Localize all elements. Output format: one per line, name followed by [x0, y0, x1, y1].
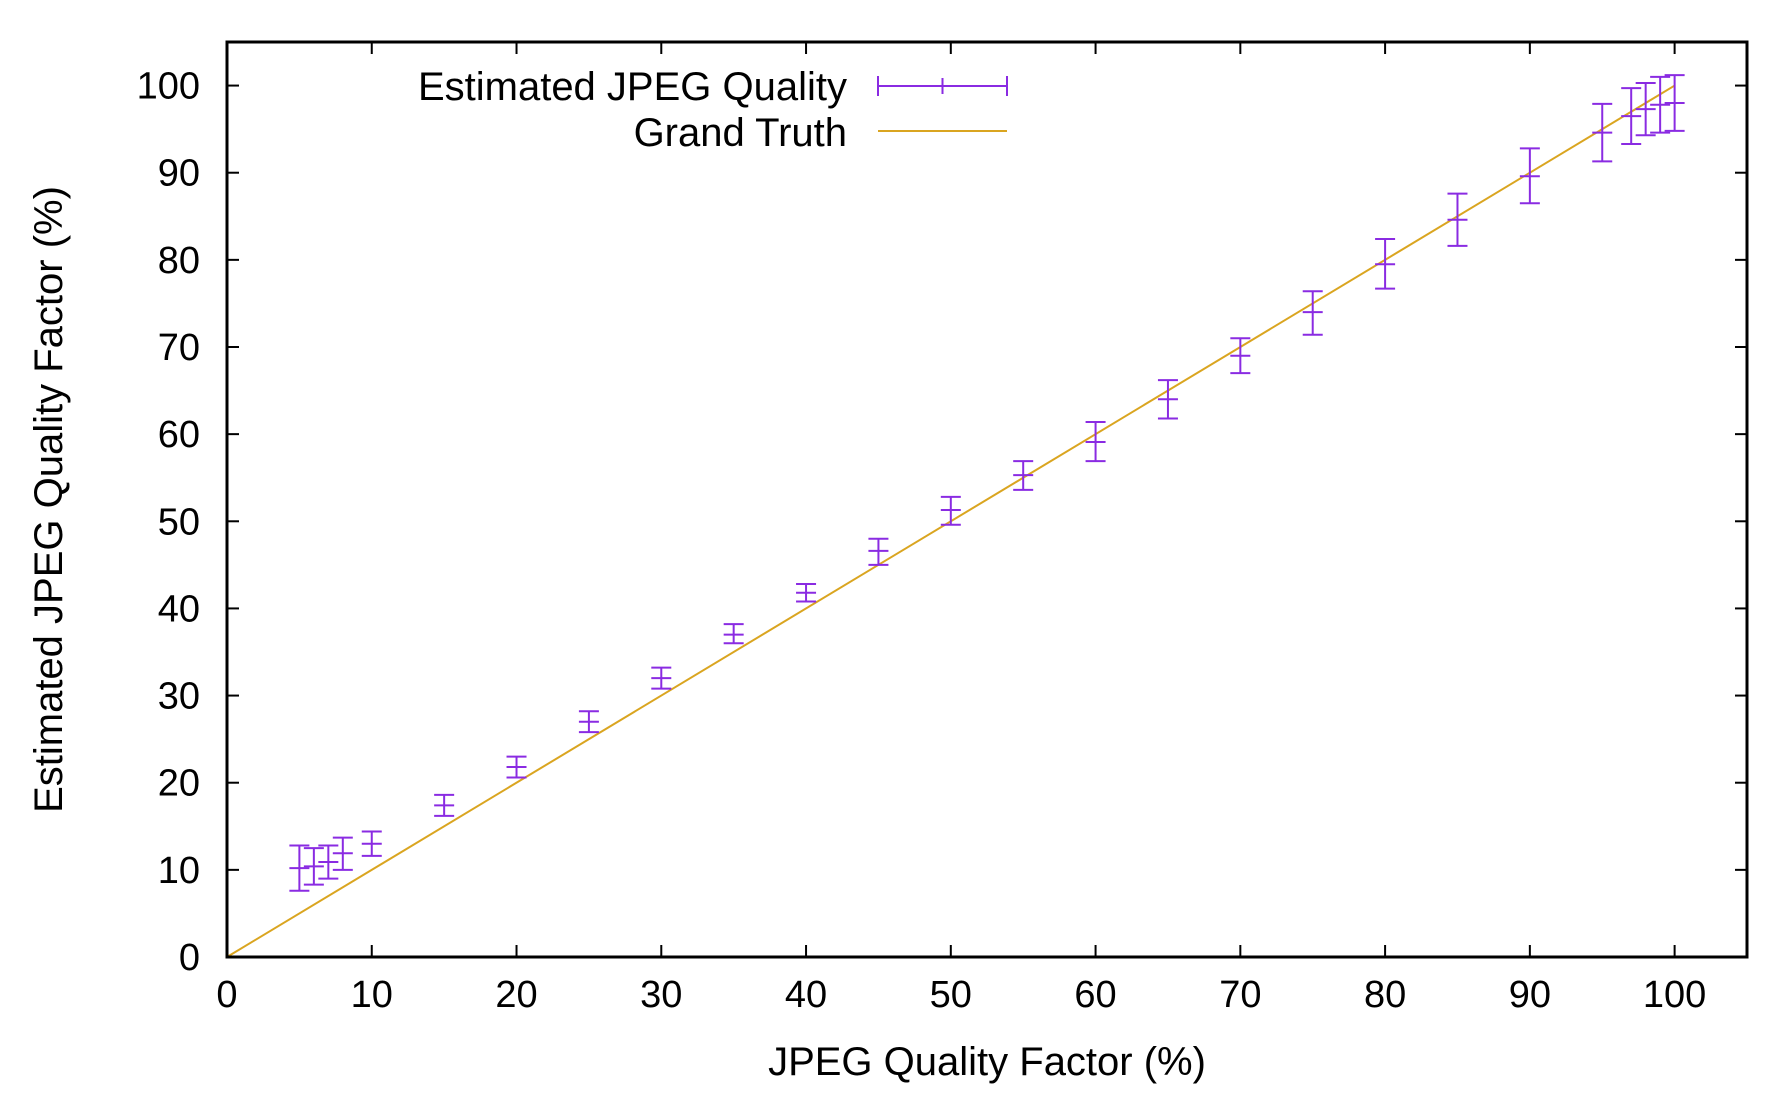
- error-bar-point: [289, 844, 310, 892]
- error-bar-point: [1621, 87, 1642, 145]
- y-tick-label: 10: [158, 850, 200, 892]
- error-bar-point: [1157, 379, 1178, 420]
- y-tick-label: 0: [179, 937, 200, 979]
- y-tick-label: 50: [158, 501, 200, 543]
- error-bar-point: [723, 623, 744, 645]
- x-tick-label: 30: [640, 974, 682, 1016]
- error-bar-point: [1230, 337, 1251, 375]
- y-axis-label: Estimated JPEG Quality Factor (%): [27, 186, 71, 813]
- error-bar-point: [578, 710, 599, 734]
- y-tick-label: 100: [137, 66, 200, 108]
- error-bar-point: [1085, 420, 1106, 463]
- x-tick-label: 80: [1364, 974, 1406, 1016]
- y-tick-label: 70: [158, 327, 200, 369]
- axis-ticks: 0 10 20 30 40 50 60 70 80 90 100 0 10 20 30 40 50 60 70 80 9…: [137, 42, 1747, 1016]
- error-bar-point: [332, 836, 353, 871]
- legend: Estimated JPEG Quality Grand Truth: [418, 65, 1008, 155]
- x-tick-label: 10: [351, 974, 393, 1016]
- error-bar-point: [303, 847, 324, 886]
- error-bar-point: [1650, 75, 1671, 134]
- x-tick-label: 60: [1074, 974, 1116, 1016]
- x-tick-label: 90: [1509, 974, 1551, 1016]
- x-tick-label: 70: [1219, 974, 1261, 1016]
- error-bar-point: [796, 583, 817, 603]
- error-bar-point: [1519, 147, 1540, 205]
- x-axis-label: JPEG Quality Factor (%): [768, 1040, 1206, 1084]
- error-bar-point: [1375, 237, 1396, 290]
- error-bar-point: [361, 830, 382, 857]
- error-bar-point: [651, 666, 672, 690]
- x-tick-label: 50: [930, 974, 972, 1016]
- data-series: [226, 74, 1685, 958]
- x-tick-label: 40: [785, 974, 827, 1016]
- error-bar-point: [1013, 460, 1034, 491]
- legend-sample-estimated: [877, 76, 1008, 96]
- legend-label-estimated: Estimated JPEG Quality: [418, 65, 847, 109]
- error-bar-point: [434, 793, 455, 817]
- legend-label-truth: Grand Truth: [634, 111, 847, 155]
- error-bar-point: [1302, 290, 1323, 336]
- y-tick-label: 20: [158, 763, 200, 805]
- y-tick-label: 60: [158, 414, 200, 456]
- error-bar-point: [1592, 102, 1613, 163]
- error-bar-point: [318, 844, 339, 880]
- error-bar-point: [1635, 81, 1656, 137]
- error-bar-point: [1447, 192, 1468, 247]
- x-tick-label: 20: [495, 974, 537, 1016]
- x-tick-label: 0: [216, 974, 237, 1016]
- error-bar-point: [868, 537, 889, 566]
- y-tick-label: 90: [158, 153, 200, 195]
- error-bar-point: [1664, 74, 1685, 132]
- error-bar-point: [506, 755, 527, 779]
- x-tick-label: 100: [1643, 974, 1706, 1016]
- plot-frame: [225, 40, 1749, 959]
- error-bar-point: [940, 495, 961, 526]
- y-tick-label: 40: [158, 588, 200, 630]
- y-tick-label: 30: [158, 676, 200, 718]
- y-tick-label: 80: [158, 240, 200, 282]
